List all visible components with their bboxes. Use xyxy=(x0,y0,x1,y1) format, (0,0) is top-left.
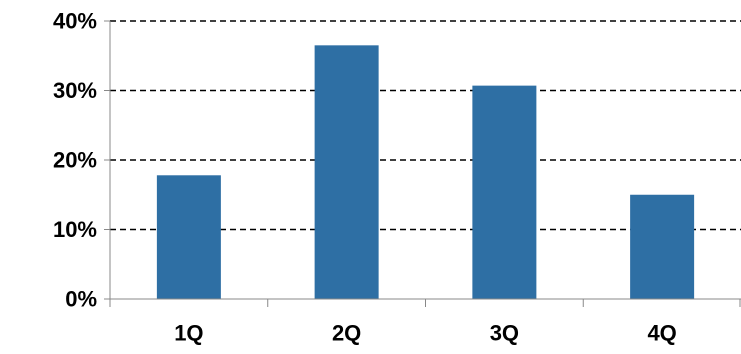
bar-3q xyxy=(472,85,537,299)
x-tick-label: 4Q xyxy=(647,321,676,346)
y-tick-label: 30% xyxy=(53,78,97,103)
y-tick-label: 0% xyxy=(65,287,97,312)
x-tick-label: 3Q xyxy=(490,321,519,346)
bar-2q xyxy=(314,45,379,300)
y-tick-label: 40% xyxy=(53,9,97,34)
tick-labels: 0% 10% 20% 30% 40% 1Q 2Q 3Q 4Q xyxy=(53,9,677,346)
bars xyxy=(156,45,695,300)
y-tick-label: 10% xyxy=(53,217,97,242)
y-tick-label: 20% xyxy=(53,148,97,173)
bar-1q xyxy=(156,175,221,299)
axes xyxy=(104,20,741,307)
bar-4q xyxy=(630,194,695,299)
x-tick-label: 2Q xyxy=(332,321,361,346)
x-tick-label: 1Q xyxy=(174,321,203,346)
